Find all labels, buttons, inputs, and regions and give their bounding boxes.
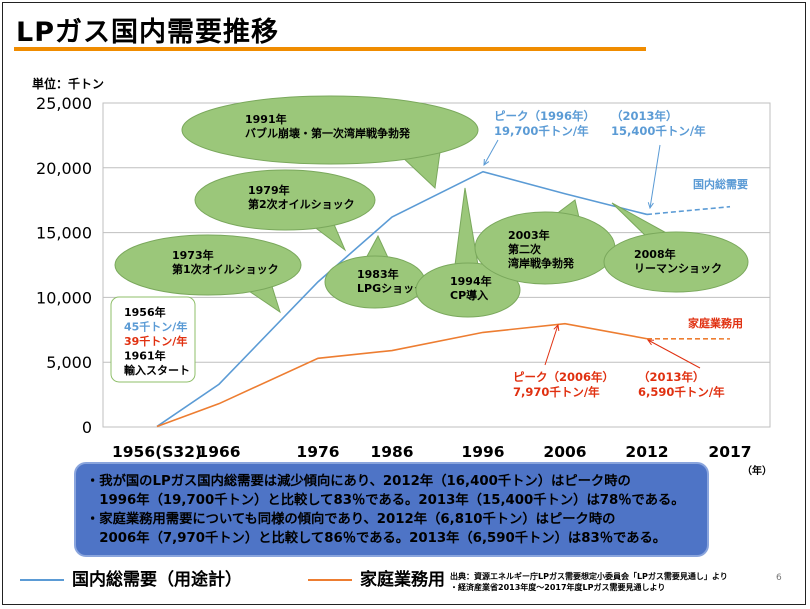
legend-item-household: 家庭業務用 bbox=[308, 565, 445, 590]
arrow-2013-household-head bbox=[646, 339, 655, 346]
annotation-2013-total: （2013年） bbox=[611, 109, 678, 123]
summary-box: ・我が国のLPガス国内総需要は減少傾向にあり、2012年（16,400千トン）は… bbox=[74, 462, 709, 557]
arrow-2013-household bbox=[647, 339, 701, 369]
annotation-2013-household: （2013年） bbox=[638, 370, 705, 384]
annotation-peak-household: ピーク（2006年） bbox=[513, 370, 614, 384]
x-tick-label: 1966 bbox=[197, 443, 240, 461]
legend-swatch-total bbox=[20, 579, 64, 581]
summary-line: 1996年（19,700千トン）と比較して83％である。2013年（15,400… bbox=[86, 493, 685, 508]
legend-label-household: 家庭業務用 bbox=[360, 570, 445, 590]
y-tick-label: 15,000 bbox=[36, 224, 92, 243]
annotation-2013-total: 15,400千トン/年 bbox=[611, 124, 706, 138]
page-title: LPガス国内需要推移 bbox=[16, 17, 279, 48]
callout-text: 2008年 bbox=[634, 247, 676, 261]
x-unit-label: （年） bbox=[742, 464, 772, 477]
y-tick-label: 20,000 bbox=[36, 159, 92, 178]
annotation-2013-household: 6,590千トン/年 bbox=[638, 385, 725, 399]
callout-bubble bbox=[114, 234, 302, 296]
annotation-peak-household: 7,970千トン/年 bbox=[513, 385, 600, 399]
arrow-peak-total-head bbox=[483, 158, 490, 167]
start-info-text: 1956年 bbox=[124, 305, 166, 319]
legend-swatch-household bbox=[308, 579, 352, 581]
callout-tail bbox=[454, 187, 479, 266]
x-tick-label: 2012 bbox=[625, 443, 668, 461]
legend-item-total: 国内総需要（用途計） bbox=[20, 565, 242, 590]
callout-bubble bbox=[603, 231, 749, 293]
callout-text: 第二次 bbox=[508, 242, 541, 256]
callout-text: 2003年 bbox=[508, 228, 550, 242]
arrow-peak-household bbox=[544, 324, 559, 366]
x-tick-label: 2017 bbox=[708, 443, 751, 461]
arrow-2013-total bbox=[649, 144, 661, 209]
callout-text: 1973年 bbox=[172, 248, 214, 262]
callout-text: バブル崩壊・第一次湾岸戦争勃発 bbox=[245, 126, 411, 140]
callout-text: 1991年 bbox=[245, 112, 287, 126]
source-line: 出典：資源エネルギー庁LPガス需要想定小委員会「LPガス需要見通し」より bbox=[450, 572, 728, 581]
start-info-text: 輸入スタート bbox=[124, 363, 190, 377]
series-line-total bbox=[156, 170, 648, 428]
callout-text: 第2次オイルショック bbox=[248, 197, 355, 211]
callout-text: 1983年 bbox=[357, 267, 399, 281]
callout-text: LPGショック bbox=[357, 282, 425, 295]
y-tick-label: 0 bbox=[82, 418, 92, 437]
x-tick-label: 1996 bbox=[461, 443, 504, 461]
arrow-2013-total-head bbox=[647, 202, 654, 210]
callout-bubble bbox=[474, 211, 616, 285]
start-info-text: 1961年 bbox=[124, 349, 166, 363]
x-tick-label: 2006 bbox=[543, 443, 586, 461]
summary-line: ・家庭業務用需要についても同様の傾向であり、2012年（6,810千トン）はピー… bbox=[86, 512, 616, 527]
source-note: 出典：資源エネルギー庁LPガス需要想定小委員会「LPガス需要見通し」より ・経済… bbox=[450, 571, 728, 593]
callout-text: 1994年 bbox=[450, 274, 492, 288]
summary-line: 2006年（7,970千トン）と比較して86％である。2013年（6,590千ト… bbox=[86, 531, 667, 546]
annotation-peak-total: ピーク（1996年） bbox=[494, 109, 595, 123]
callout-bubble bbox=[181, 95, 479, 165]
series-label-total: 国内総需要 bbox=[693, 177, 748, 191]
callout-text: 第1次オイルショック bbox=[172, 262, 279, 276]
series-label-household: 家庭業務用 bbox=[688, 316, 743, 330]
callout-text: 湾岸戦争勃発 bbox=[508, 256, 575, 270]
callout-text: CP導入 bbox=[450, 288, 488, 302]
x-tick-label: 1976 bbox=[296, 443, 339, 461]
callout-bubble bbox=[194, 169, 376, 231]
callout-text: 1979年 bbox=[248, 183, 290, 197]
x-tick-label: 1956(S32) bbox=[112, 443, 202, 461]
forecast-line-total bbox=[646, 205, 731, 216]
unit-label: 単位：千トン bbox=[32, 77, 105, 91]
annotation-peak-total: 19,700千トン/年 bbox=[494, 124, 589, 138]
start-info-text: 45千トン/年 bbox=[124, 320, 187, 334]
page-number: 6 bbox=[776, 573, 782, 583]
y-tick-label: 5,000 bbox=[46, 353, 92, 372]
x-tick-label: 1986 bbox=[370, 443, 413, 461]
start-info-box bbox=[110, 296, 196, 383]
title-underline bbox=[14, 47, 646, 51]
source-line: ・経済産業省2013年度～2017年度LPガス需要見通しより bbox=[450, 583, 666, 592]
start-info-text: 39千トン/年 bbox=[124, 334, 187, 348]
y-tick-label: 25,000 bbox=[36, 94, 92, 113]
series-line-household bbox=[156, 322, 648, 428]
arrow-peak-total bbox=[483, 139, 499, 166]
arrow-peak-household-head bbox=[553, 323, 560, 332]
legend-label-total: 国内総需要（用途計） bbox=[72, 570, 242, 590]
callout-text: リーマンショック bbox=[634, 262, 722, 275]
y-tick-label: 10,000 bbox=[36, 288, 92, 307]
callout-bubble bbox=[415, 262, 521, 318]
summary-line: ・我が国のLPガス国内総需要は減少傾向にあり、2012年（16,400千トン）は… bbox=[86, 474, 631, 489]
